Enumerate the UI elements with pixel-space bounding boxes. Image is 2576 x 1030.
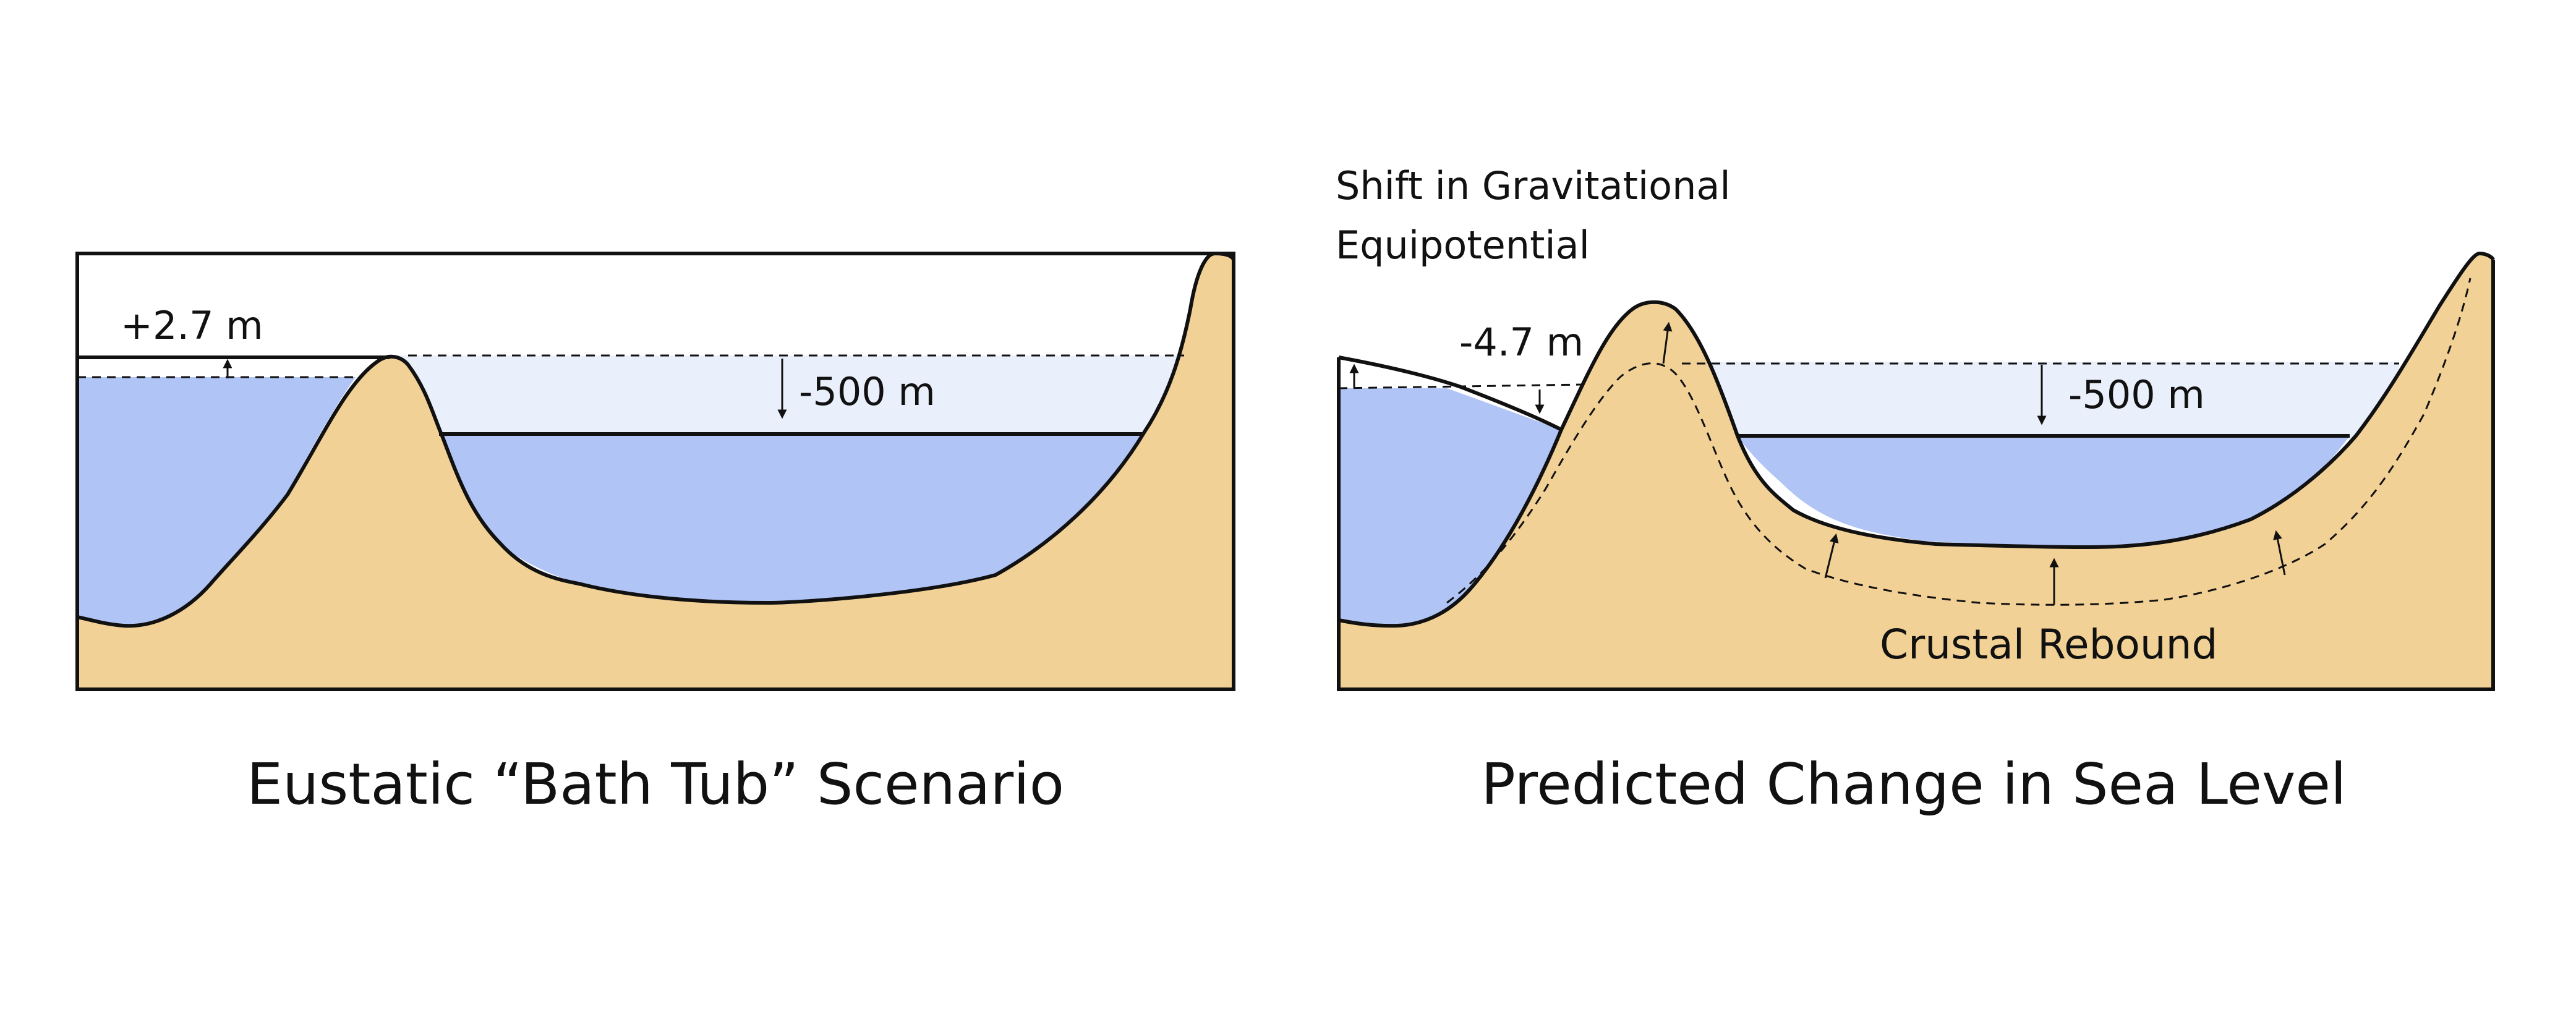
right-rebound-label: Crustal Rebound <box>1880 621 2217 668</box>
right-lost-water <box>1694 362 2399 439</box>
right-land <box>1339 253 2493 689</box>
right-gravity-label-line1: Shift in Gravitational <box>1336 163 1731 208</box>
left-panel: +2.7 m -500 m Eustatic “Bath Tub” Scenar… <box>75 251 1235 817</box>
left-lake-water <box>439 434 1144 603</box>
right-rebound-arrow-3 <box>2273 530 2286 576</box>
right-land-outline <box>1338 251 2495 628</box>
right-ocean-water <box>1339 388 1561 626</box>
left-land <box>77 253 1234 689</box>
right-old-crust-profile <box>1446 278 2472 606</box>
right-lake-change-label: -500 m <box>2068 372 2205 417</box>
right-ocean-change-label: -4.7 m <box>1459 320 1584 365</box>
right-old-sea-level <box>1338 383 1584 389</box>
left-ocean-water <box>77 377 356 626</box>
right-frame-lines <box>1337 260 2495 691</box>
left-lost-water <box>383 355 1200 436</box>
left-lake-change-label: -500 m <box>799 369 936 414</box>
left-frame-lines <box>75 260 1235 691</box>
left-panel-title: Eustatic “Bath Tub” Scenario <box>247 751 1064 817</box>
right-rebound-arrow-1 <box>1824 533 1839 579</box>
right-gravity-label-line2: Equipotential <box>1336 223 1590 268</box>
left-ocean-change-label: +2.7 m <box>121 303 263 348</box>
left-land-outline <box>77 251 1235 628</box>
right-peak-rebound-arrow <box>1662 321 1673 364</box>
right-lake-water <box>1738 436 2350 547</box>
right-panel: Shift in Gravitational Equipotential -4.… <box>1336 163 2495 817</box>
right-panel-title: Predicted Change in Sea Level <box>1481 751 2346 817</box>
